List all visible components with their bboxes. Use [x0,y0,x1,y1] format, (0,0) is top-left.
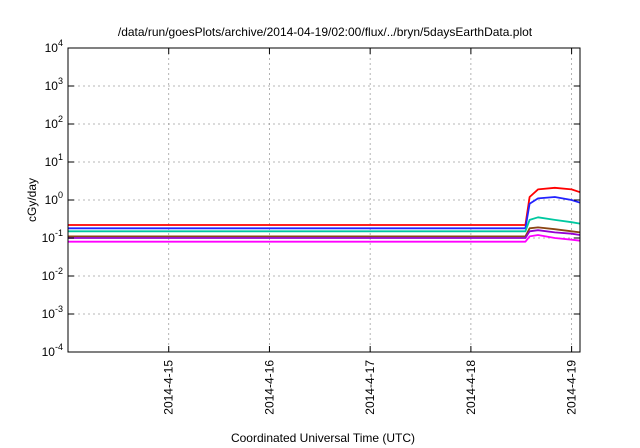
x-tick-label: 2014-4-17 [363,360,377,415]
y-tick-label: 10-1 [42,228,63,245]
series-group [68,186,581,243]
y-tick-label: 10-3 [42,304,63,321]
x-tick-label: 2014-4-19 [565,360,579,415]
x-tick-label: 2014-4-16 [262,360,276,415]
chart-title: /data/run/goesPlots/archive/2014-04-19/0… [118,25,533,39]
y-tick-label: 104 [45,38,63,55]
series-line-3 [68,216,581,233]
y-axis-label: cGy/day [25,178,39,222]
series-line-2 [68,196,581,230]
x-tick-labels: 2014-4-15 2014-4-16 2014-4-17 2014-4-18 2014… [162,360,579,415]
series-line-6 [68,234,581,243]
x-tick-label: 2014-4-18 [464,360,478,415]
y-tick-label: 103 [45,76,63,93]
ticks [68,47,580,353]
grid [68,48,580,352]
y-tick-label: 10-2 [42,266,63,283]
y-tick-label: 102 [45,114,63,131]
y-tick-label: 100 [45,190,63,207]
x-tick-label: 2014-4-15 [162,360,176,415]
y-tick-label: 101 [45,152,63,169]
series-line-1 [68,186,581,226]
x-axis-label: Coordinated Universal Time (UTC) [231,431,415,445]
y-tick-labels: 10-4 10-3 10-2 10-1 100 101 102 103 104 [42,38,63,359]
series-line-5 [68,229,581,239]
y-tick-label: 10-4 [42,342,63,359]
